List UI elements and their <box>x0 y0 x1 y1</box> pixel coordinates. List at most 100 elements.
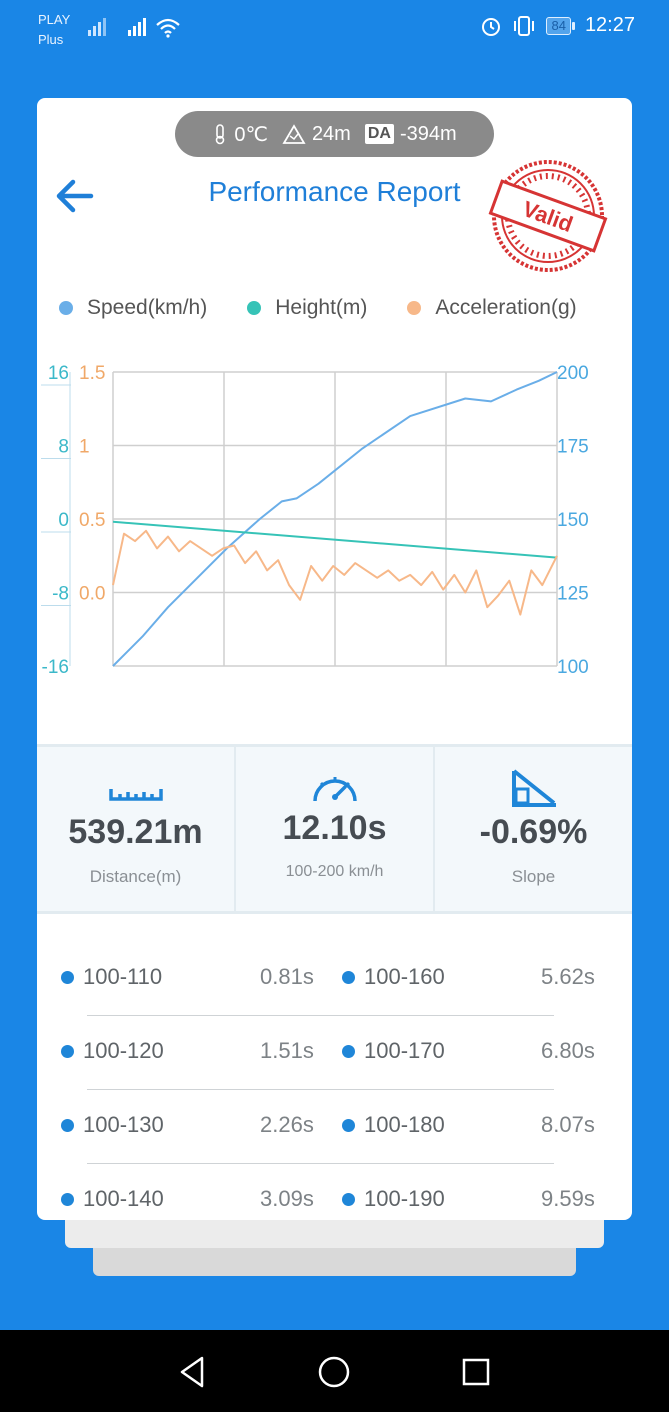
thermometer-icon <box>216 124 225 145</box>
row-divider <box>87 1089 554 1090</box>
carrier-subname: Plus <box>38 32 64 47</box>
legend-label: Acceleration(g) <box>435 296 577 319</box>
legend-dot <box>59 301 73 315</box>
density-altitude-value: -394m <box>399 122 457 145</box>
interval-range-label: 100-180 <box>364 1112 445 1137</box>
row-divider <box>87 1015 554 1016</box>
interval-list: 100-110 0.81s 100-160 5.62s 100-120 1.51… <box>37 954 632 1220</box>
speed-axis-tick: 175 <box>557 437 589 458</box>
carrier-name: PLAY <box>38 12 71 27</box>
carrier-label: PLAY Plus <box>38 10 70 50</box>
signal-icon <box>128 18 146 36</box>
valid-stamp: Valid <box>488 160 608 272</box>
chart-legend: Speed(km/h) Height(m) Acceleration(g) <box>59 296 632 320</box>
interval-time: 3.09s <box>260 1186 314 1211</box>
acceleration-axis-tick: 1.5 <box>79 363 105 384</box>
interval-range: 100-130 <box>61 1112 164 1138</box>
time-value: 12.10s <box>282 809 387 847</box>
interval-time: 6.80s <box>541 1038 595 1063</box>
interval-range-label: 100-190 <box>364 1186 445 1211</box>
interval-range: 100-160 <box>342 964 445 990</box>
speed-axis-tick: 125 <box>557 584 589 605</box>
legend-dot <box>407 301 422 315</box>
speed-series-line <box>112 371 558 667</box>
acceleration-axis-tick: 0.5 <box>79 510 105 531</box>
interval-range: 100-190 <box>342 1186 445 1212</box>
height-series-line <box>112 520 558 559</box>
system-nav-bar <box>0 1330 669 1412</box>
stat-distance: 539.21m Distance(m) <box>37 747 234 911</box>
legend-item-acceleration[interactable]: Acceleration(g) <box>407 296 577 320</box>
acceleration-axis-tick: 1 <box>79 437 90 458</box>
conditions-pill: 0℃ 24m DA -394m <box>175 111 494 157</box>
clock: 12:27 <box>584 14 635 36</box>
speed-axis-tick: 200 <box>557 363 589 384</box>
interval-row: 100-120 1.51s 100-170 6.80s <box>37 1028 632 1102</box>
legend-item-speed[interactable]: Speed(km/h) <box>59 296 207 320</box>
home-circle-icon[interactable] <box>316 1354 352 1390</box>
legend-label: Height(m) <box>275 296 368 319</box>
interval-time: 0.81s <box>260 964 314 989</box>
time-label: 100-200 km/h <box>285 863 384 880</box>
interval-time: 8.07s <box>541 1112 595 1137</box>
interval-range: 100-120 <box>61 1038 164 1064</box>
ruler-icon <box>108 789 163 801</box>
acceleration-series-line <box>112 529 558 616</box>
distance-label: Distance(m) <box>89 867 182 886</box>
signal-icon <box>88 18 106 36</box>
interval-range: 100-110 <box>61 964 162 990</box>
interval-time: 9.59s <box>541 1186 595 1211</box>
interval-range-label: 100-110 <box>83 964 163 989</box>
battery-level: 84 <box>546 16 571 35</box>
summary-stats: 539.21m Distance(m) 12.10s 100-200 km/h … <box>37 744 632 914</box>
slope-value: -0.69% <box>479 813 588 851</box>
mountain-icon <box>282 124 306 144</box>
interval-range-label: 100-120 <box>83 1038 164 1063</box>
row-divider <box>87 1163 554 1164</box>
page-title: Performance Report <box>208 176 461 207</box>
altitude-value: 24m <box>311 122 351 145</box>
legend-item-height[interactable]: Height(m) <box>247 296 367 320</box>
interval-time: 1.51s <box>260 1038 314 1063</box>
interval-range: 100-180 <box>342 1112 445 1138</box>
speed-axis-tick: 100 <box>557 657 589 678</box>
density-altitude-badge: DA <box>364 124 394 144</box>
wifi-icon <box>156 18 180 38</box>
interval-row: 100-110 0.81s 100-160 5.62s <box>37 954 632 1028</box>
height-axis-tick: -8 <box>52 584 69 605</box>
interval-row: 100-140 3.09s 100-190 9.59s <box>37 1176 632 1220</box>
performance-chart: 16 8 0 -8 -16 1.5 1 0.5 0.0 200 175 150 125 100 <box>41 363 589 678</box>
recents-square-icon[interactable] <box>458 1354 494 1390</box>
speed-axis-tick: 150 <box>557 510 589 531</box>
vibrate-icon <box>514 15 535 36</box>
battery-indicator: 84 <box>546 16 575 35</box>
stat-slope: -0.69% Slope <box>433 747 632 911</box>
interval-range-label: 100-140 <box>83 1186 164 1211</box>
back-arrow-icon[interactable] <box>51 172 99 220</box>
height-axis-tick: 8 <box>58 437 69 458</box>
acceleration-axis-tick: 0.0 <box>79 584 105 605</box>
interval-range-label: 100-160 <box>364 964 445 989</box>
temperature-value: 0℃ <box>234 123 268 146</box>
report-card: 0℃ 24m DA -394m Performance Report Valid <box>37 98 632 1220</box>
stat-time: 12.10s 100-200 km/h <box>234 747 433 911</box>
interval-range-label: 100-130 <box>83 1112 164 1137</box>
distance-value: 539.21m <box>68 813 203 851</box>
back-triangle-icon[interactable] <box>174 1354 210 1390</box>
status-bar: PLAY Plus 84 12:27 <box>0 0 669 56</box>
alarm-icon <box>482 17 501 36</box>
slope-label: Slope <box>511 867 556 886</box>
height-axis-tick: 16 <box>48 363 69 384</box>
interval-time: 2.26s <box>260 1112 314 1137</box>
legend-label: Speed(km/h) <box>87 296 208 319</box>
height-axis-tick: 0 <box>58 510 69 531</box>
height-axis-tick: -16 <box>42 657 69 678</box>
interval-time: 5.62s <box>541 964 595 989</box>
interval-range: 100-140 <box>61 1186 164 1212</box>
interval-row: 100-130 2.26s 100-180 8.07s <box>37 1102 632 1176</box>
legend-dot <box>247 301 262 315</box>
interval-range-label: 100-170 <box>364 1038 445 1063</box>
speedometer-icon <box>312 777 357 802</box>
slope-icon <box>511 769 556 807</box>
interval-range: 100-170 <box>342 1038 445 1064</box>
